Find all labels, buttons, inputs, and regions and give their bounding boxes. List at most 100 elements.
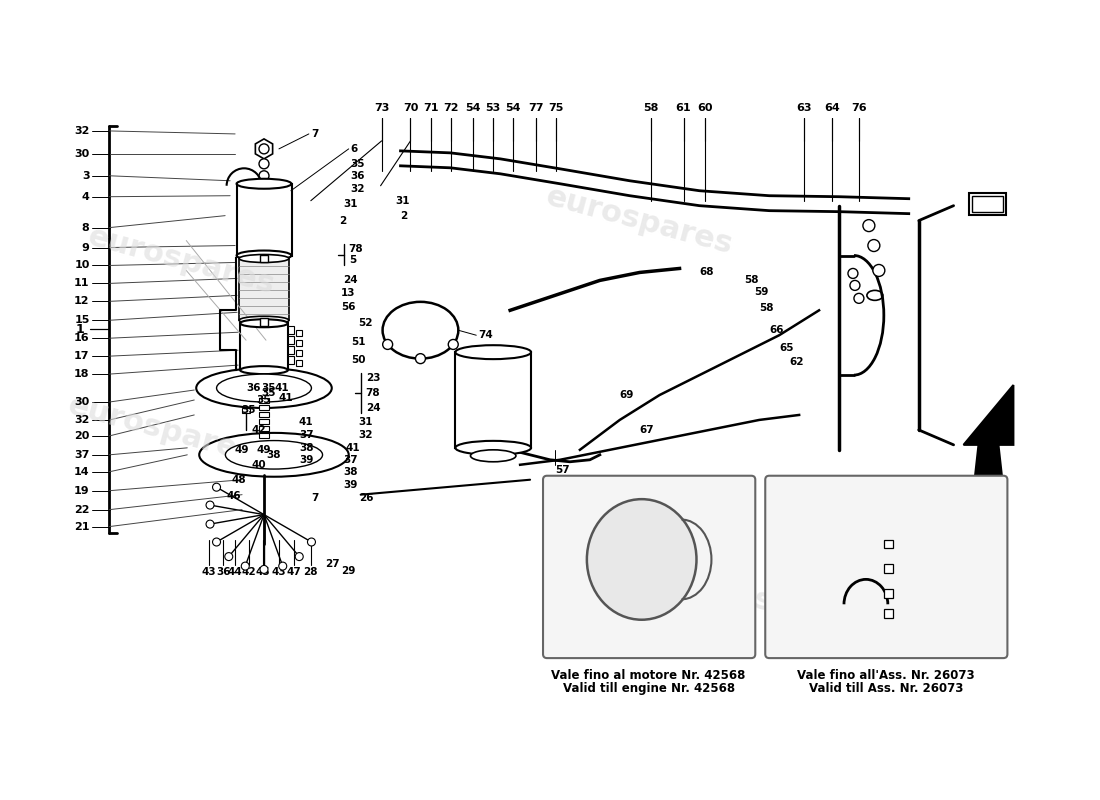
Ellipse shape [587,499,696,620]
Text: 41: 41 [345,443,361,453]
Polygon shape [255,139,273,159]
Bar [258,426,270,431]
FancyBboxPatch shape [766,476,1008,658]
Text: 62: 62 [789,357,804,367]
Ellipse shape [236,178,292,189]
Ellipse shape [455,345,531,359]
Circle shape [854,294,864,303]
Text: 37: 37 [299,430,314,440]
Text: 37: 37 [343,454,359,465]
Text: 31: 31 [359,417,373,427]
Text: 36: 36 [351,170,365,181]
Text: 30: 30 [75,397,89,407]
Text: 45: 45 [255,567,271,578]
Ellipse shape [217,374,311,402]
Ellipse shape [239,316,289,324]
Text: 31: 31 [343,198,359,209]
Text: 78: 78 [365,388,381,398]
Bar [296,350,301,356]
Text: 76: 76 [851,103,867,113]
Text: 41: 41 [279,393,294,403]
Circle shape [206,501,214,509]
Bar [288,336,294,344]
Circle shape [212,483,220,491]
Text: 51: 51 [351,338,365,347]
Bar [296,330,301,336]
Text: 5: 5 [816,490,824,500]
Circle shape [241,562,250,570]
Circle shape [258,159,270,169]
Text: 35: 35 [242,405,256,415]
Text: 55: 55 [566,493,582,502]
Text: 35: 35 [256,395,271,405]
Text: 13: 13 [341,288,355,298]
Text: 32: 32 [359,430,373,440]
Text: 57: 57 [556,465,570,474]
Ellipse shape [240,366,288,374]
Text: 49: 49 [234,445,250,455]
Text: 23: 23 [909,500,924,510]
Text: 58: 58 [759,303,773,314]
Text: 50: 50 [351,355,365,365]
Ellipse shape [199,433,349,477]
Text: 15: 15 [74,315,89,326]
Circle shape [850,281,860,290]
Text: Vale fino all'Ass. Nr. 26073: Vale fino all'Ass. Nr. 26073 [798,669,975,682]
Text: 36: 36 [216,567,230,578]
Bar [296,360,301,366]
Circle shape [416,354,426,364]
Text: 38: 38 [266,450,282,460]
Bar [240,323,288,370]
Text: eurospares: eurospares [85,222,278,299]
Text: 36: 36 [246,383,262,393]
Text: 4: 4 [81,192,89,202]
FancyBboxPatch shape [543,476,756,658]
Circle shape [295,553,304,561]
Text: 18: 18 [74,369,89,379]
Text: 38: 38 [299,443,314,453]
Bar [260,318,268,326]
Text: 56: 56 [341,302,355,312]
Ellipse shape [226,441,322,469]
Bar [288,356,294,364]
Text: 29: 29 [341,566,356,577]
Text: 60: 60 [697,103,713,113]
Text: 63: 63 [796,103,812,113]
Text: 3: 3 [82,170,89,181]
Text: 37: 37 [74,450,89,460]
Circle shape [868,239,880,251]
Bar [242,408,250,413]
Bar [239,258,289,320]
Text: 28: 28 [304,567,318,578]
Text: 1: 1 [76,322,85,336]
Circle shape [278,562,287,570]
Text: 42: 42 [242,567,256,578]
Bar [258,433,270,438]
Text: 19: 19 [74,486,89,496]
Text: 2: 2 [400,210,408,221]
Text: 67: 67 [640,425,654,435]
Bar [968,193,1006,214]
Text: 58: 58 [745,275,759,286]
Text: 35: 35 [262,383,276,393]
Circle shape [862,220,874,231]
Text: Valid till Ass. Nr. 26073: Valid till Ass. Nr. 26073 [808,682,962,695]
Text: 69: 69 [619,390,634,400]
Bar [288,346,294,354]
Bar [883,590,893,598]
Bar [971,196,1003,212]
Text: 32: 32 [351,184,365,194]
Polygon shape [964,385,1013,490]
Text: 2: 2 [339,216,346,226]
Circle shape [258,144,270,154]
Circle shape [308,538,316,546]
Text: 11: 11 [74,278,89,289]
Ellipse shape [196,368,332,408]
Text: 7: 7 [311,493,318,502]
Text: 61: 61 [675,103,691,113]
Text: 49: 49 [256,445,272,455]
Circle shape [383,339,393,350]
Text: 21: 21 [74,522,89,531]
Text: 40: 40 [252,460,266,470]
Bar [883,610,893,618]
